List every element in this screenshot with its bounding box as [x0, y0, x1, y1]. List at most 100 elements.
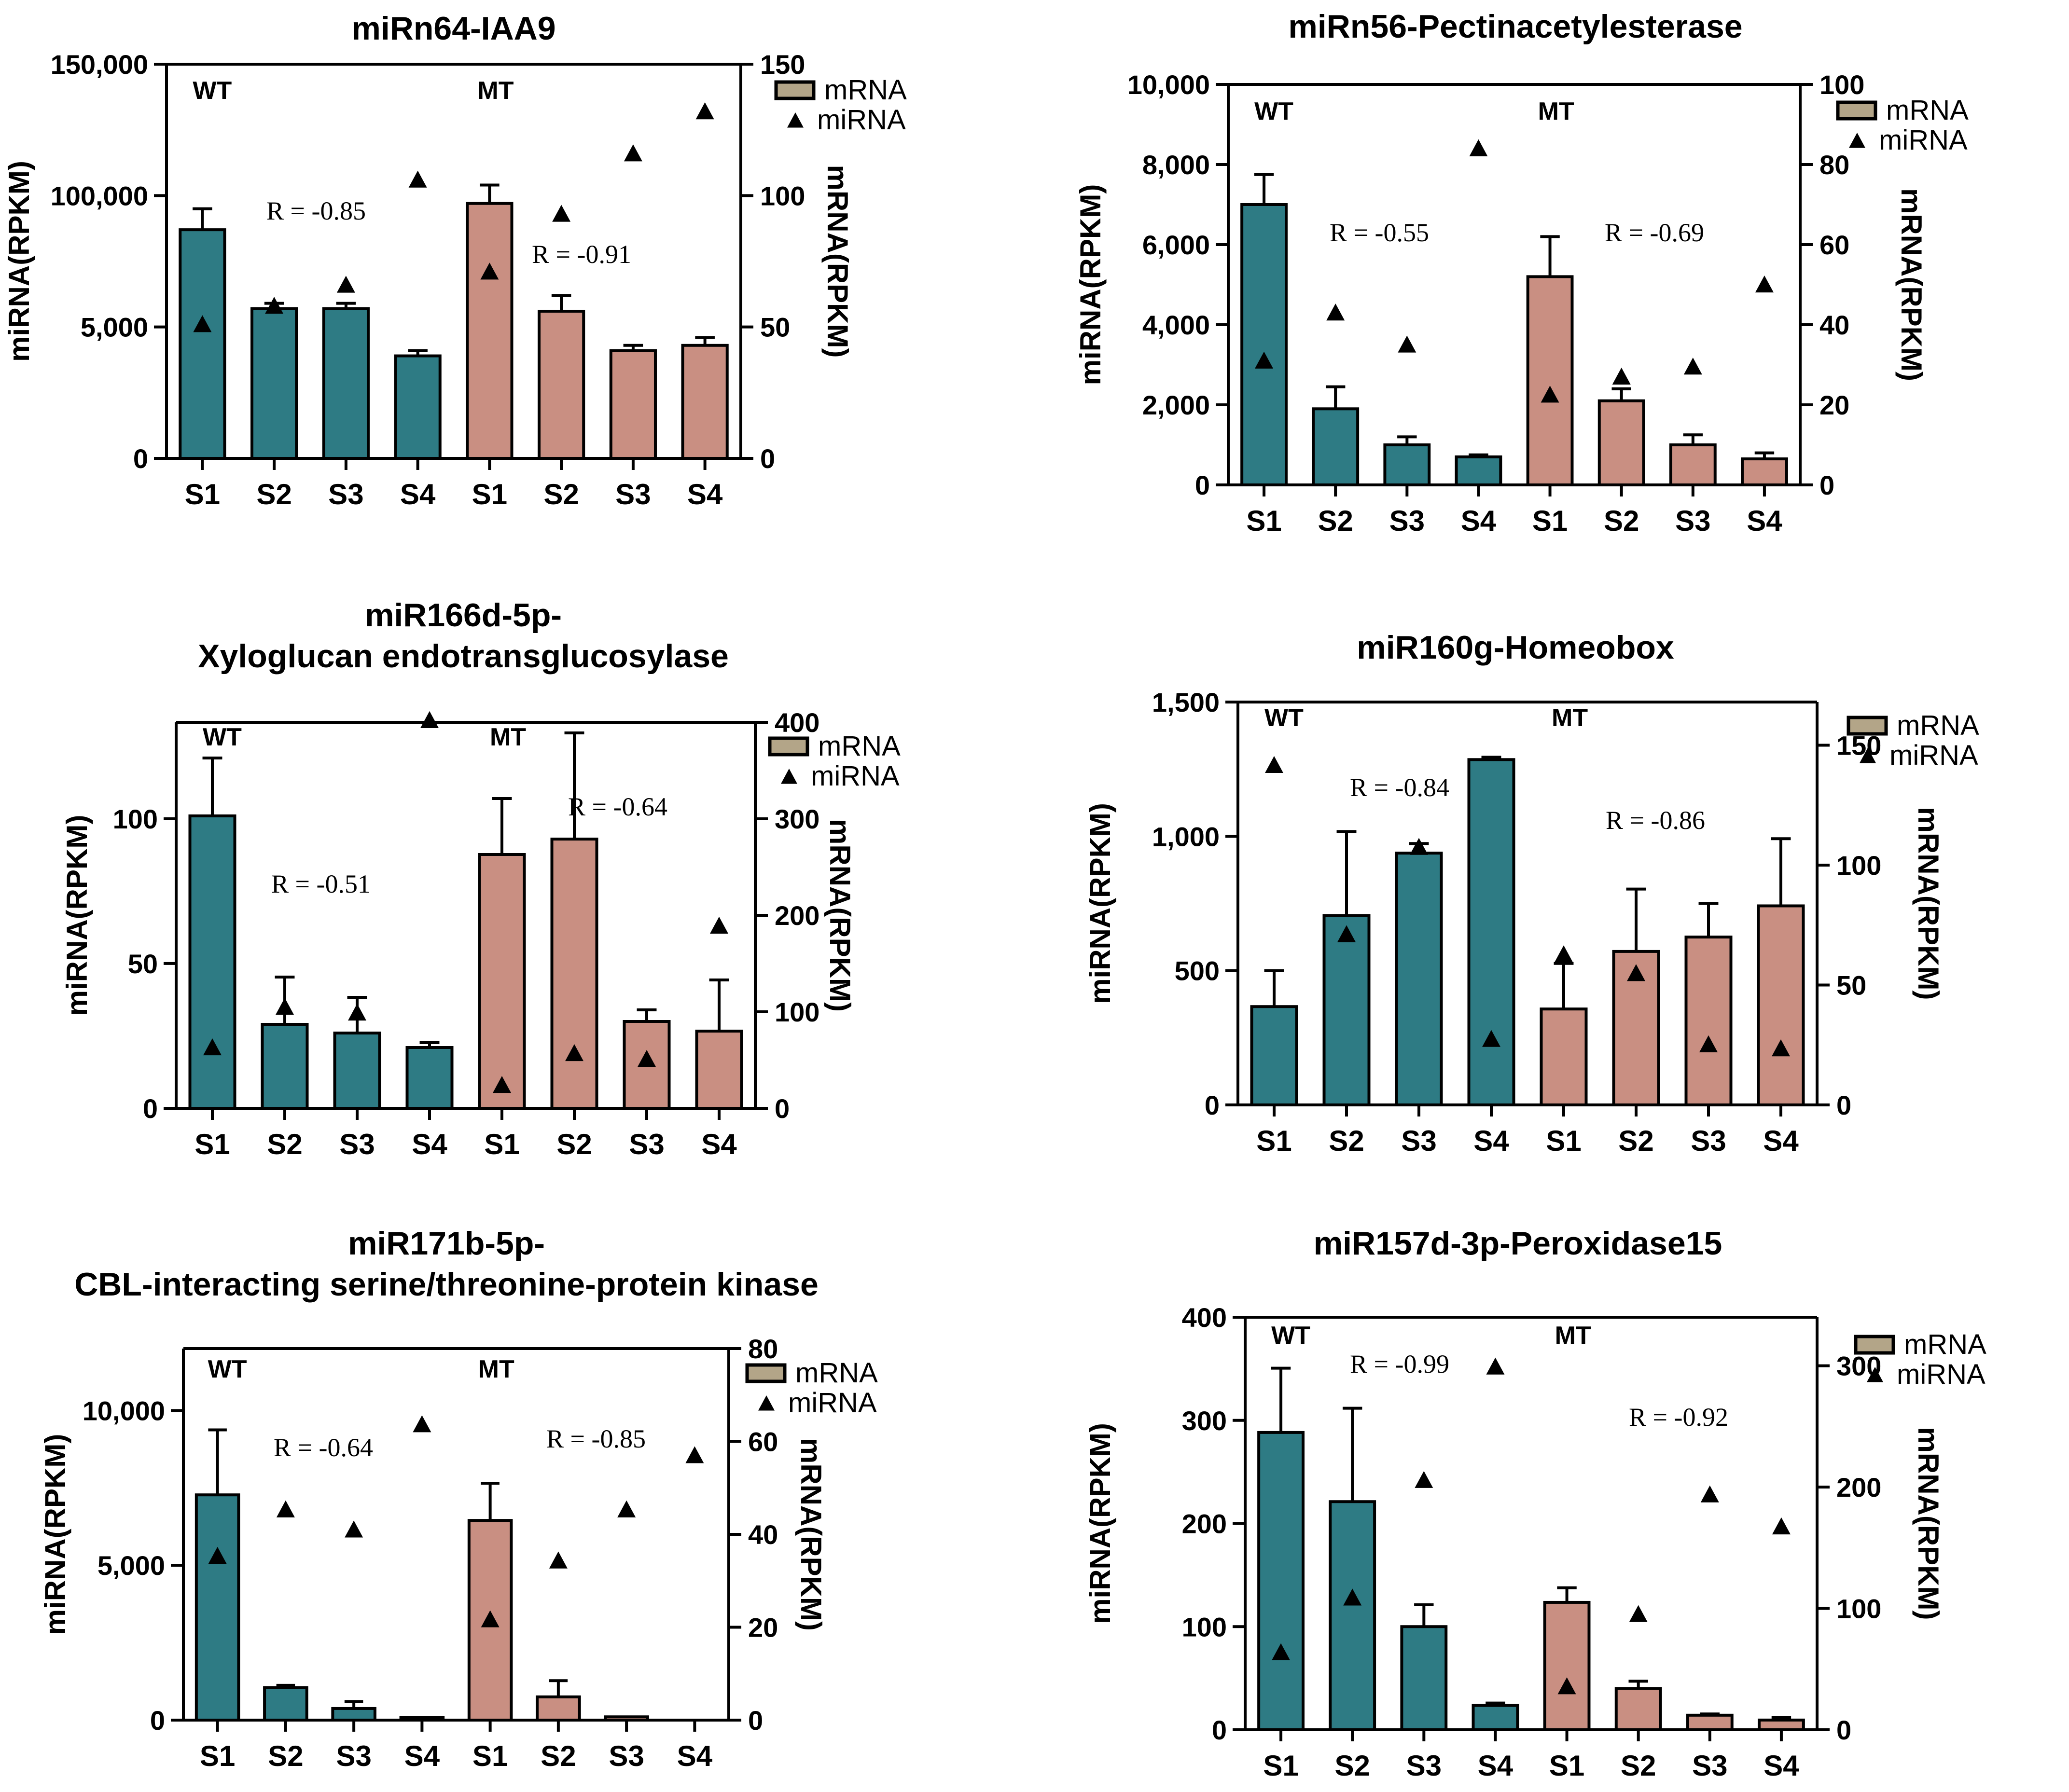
legend-marker-mirna [1849, 133, 1865, 148]
mirna-marker [1272, 1643, 1291, 1660]
right-tick-label: 100 [1836, 1594, 1881, 1624]
legend-marker-mirna [781, 769, 797, 784]
mrna-bar [1400, 1625, 1448, 1731]
legend-label-mrna: mRNA [824, 74, 907, 106]
y-axis-title: miRNA(RPKM) [1084, 803, 1116, 1004]
right-tick-label: 50 [760, 312, 790, 343]
mrna-bar [1250, 1005, 1298, 1106]
mirna-marker [565, 1044, 583, 1061]
mrna-bar [179, 228, 226, 460]
x-tick-label: S3 [1675, 505, 1710, 537]
mirna-marker [345, 1520, 363, 1538]
mrna-bar [405, 1046, 454, 1110]
x-tick-label: S1 [472, 478, 507, 510]
mirna-marker [265, 297, 284, 314]
x-tick-label: S2 [256, 478, 292, 510]
right-tick-label: 300 [775, 804, 819, 834]
mrna-bar [1686, 1713, 1734, 1731]
right-tick-label: 80 [1819, 150, 1849, 180]
left-tick-label: 5,000 [97, 1550, 165, 1581]
x-tick-label: S2 [543, 478, 579, 510]
right-tick-label: 0 [748, 1705, 763, 1736]
mirna-marker [1755, 276, 1774, 293]
mrna-bar [1540, 1007, 1588, 1106]
x-tick-label: S4 [1764, 1750, 1799, 1782]
legend-label-mirna: miRNA [1879, 124, 1968, 156]
legend-marker-mirna [1867, 1367, 1883, 1382]
x-tick-label: S4 [1473, 1125, 1509, 1157]
mrna-bar [466, 202, 514, 460]
left-tick-label: 0 [150, 1705, 165, 1736]
x-tick-label: S2 [1334, 1750, 1370, 1782]
mrna-bar [695, 1030, 743, 1110]
mrna-bar [1526, 275, 1574, 487]
mirna-marker [480, 262, 499, 280]
x-tick-label: S3 [1692, 1750, 1727, 1782]
correlation-label-mt: R = -0.91 [532, 240, 631, 269]
x-tick-label: S1 [1263, 1750, 1298, 1782]
mrna-bar [1383, 443, 1431, 486]
mrna-bar [681, 344, 729, 460]
right-tick-label: 40 [1819, 310, 1849, 340]
legend-label-mrna: mRNA [1886, 95, 1969, 126]
y-axis-title: miRNA(RPKM) [39, 1434, 71, 1635]
chart-title: miRn64-IAA9 [351, 10, 555, 47]
left-tick-label: 100,000 [51, 180, 148, 211]
legend-swatch-mrna [745, 1363, 787, 1383]
group-label-wt: WT [193, 77, 232, 105]
x-tick-label: S1 [1546, 1125, 1581, 1157]
mirna-marker [1612, 367, 1631, 385]
legend-label-mirna: miRNA [788, 1387, 877, 1419]
mirna-marker [1627, 964, 1645, 981]
right-tick-label: 80 [748, 1334, 778, 1364]
chart-c1: miRn64-IAA9 0 5,000 100,000 150,000 0 50 100 150… [3, 10, 907, 510]
mirna-marker [276, 997, 294, 1015]
mirna-marker [493, 1075, 511, 1093]
mirna-marker [1469, 139, 1488, 156]
x-tick-label: S2 [1329, 1125, 1364, 1157]
legend-swatch-mrna [768, 736, 809, 757]
x-tick-label: S2 [556, 1128, 592, 1160]
legend-label-mirna: miRNA [811, 760, 900, 792]
mrna-bar [1472, 1704, 1519, 1731]
mrna-bar [333, 1032, 381, 1110]
mrna-bar [1395, 852, 1443, 1106]
correlation-label-wt: R = -0.85 [266, 196, 366, 225]
x-tick-label: S1 [200, 1740, 235, 1772]
left-tick-label: 0 [1205, 1090, 1220, 1120]
right-tick-label: 100 [1819, 69, 1864, 100]
mrna-bar [399, 1716, 445, 1722]
group-label-wt: WT [208, 1355, 247, 1383]
chart-c5: miR171b-5p- CBL-interacting serine/threon… [39, 1225, 878, 1772]
legend-marker-mirna [1860, 748, 1876, 763]
right-tick-label: 20 [1819, 390, 1849, 420]
mrna-bar [1669, 443, 1717, 486]
x-tick-label: S1 [484, 1128, 519, 1160]
x-tick-label: S3 [1691, 1125, 1726, 1157]
x-tick-label: S3 [629, 1128, 664, 1160]
x-tick-label: S3 [609, 1740, 644, 1772]
group-label-mt: MT [1552, 704, 1588, 732]
x-tick-label: S4 [412, 1128, 447, 1160]
mrna-bar [536, 1695, 581, 1722]
left-tick-label: 0 [143, 1093, 158, 1124]
x-tick-label: S1 [1246, 505, 1281, 537]
mrna-bar [1741, 457, 1788, 486]
group-label-wt: WT [1264, 704, 1304, 732]
mrna-bar [394, 354, 442, 460]
left-tick-label: 5,000 [81, 312, 148, 343]
x-tick-label: S4 [1763, 1125, 1799, 1157]
mrna-bar [609, 349, 657, 460]
right-tick-label: 200 [1836, 1472, 1881, 1503]
legend-swatch-mrna [1836, 100, 1877, 121]
x-tick-label: S3 [1389, 505, 1425, 537]
legend-label-mrna: mRNA [1904, 1329, 1986, 1360]
mirna-marker [552, 205, 571, 222]
group-label-wt: WT [203, 723, 242, 751]
right-tick-label: 0 [1819, 470, 1834, 500]
left-tick-label: 10,000 [1127, 69, 1210, 100]
mrna-bar [322, 307, 370, 460]
correlation-label-mt: R = -0.64 [568, 792, 667, 821]
x-tick-label: S4 [400, 478, 436, 510]
mirna-marker [1343, 1588, 1362, 1606]
